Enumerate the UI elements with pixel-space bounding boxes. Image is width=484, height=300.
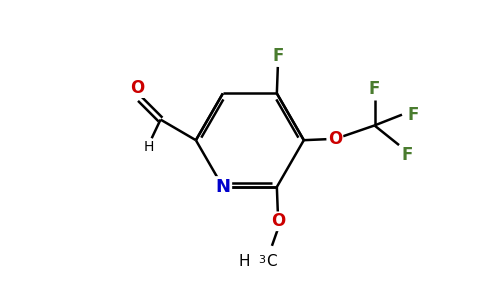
Text: F: F bbox=[402, 146, 413, 164]
Text: C: C bbox=[266, 254, 276, 269]
Text: F: F bbox=[369, 80, 380, 98]
Text: H: H bbox=[239, 254, 250, 269]
Text: N: N bbox=[215, 178, 230, 196]
Text: O: O bbox=[130, 79, 145, 97]
Text: F: F bbox=[408, 106, 419, 124]
Text: O: O bbox=[271, 212, 285, 230]
Text: H: H bbox=[144, 140, 154, 154]
Text: F: F bbox=[272, 46, 284, 64]
Text: 3: 3 bbox=[258, 256, 265, 266]
Text: O: O bbox=[328, 130, 342, 148]
